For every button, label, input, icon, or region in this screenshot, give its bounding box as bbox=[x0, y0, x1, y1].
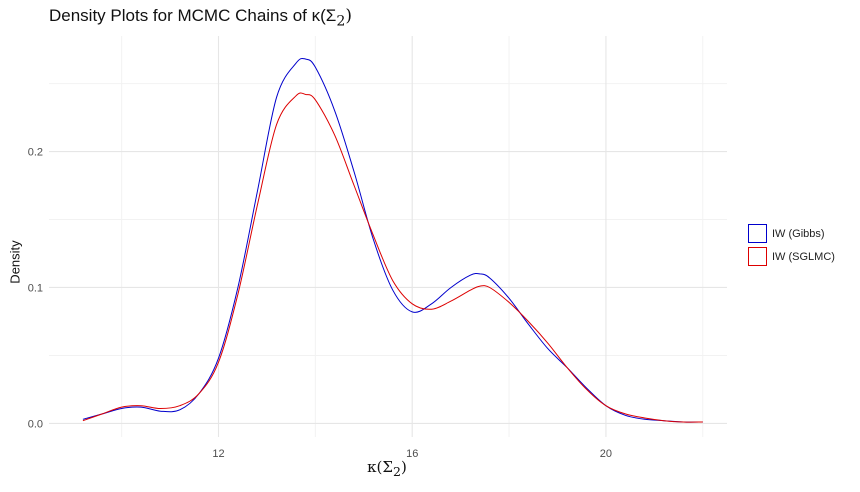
y-tick-label: 0.0 bbox=[28, 418, 43, 430]
x-axis-label-text: κ(Σ bbox=[367, 458, 394, 476]
grid bbox=[49, 36, 727, 437]
x-tick-label: 16 bbox=[406, 448, 418, 460]
series-line-sglmc bbox=[82, 92, 703, 423]
chart-title: Density Plots for MCMC Chains of κ(Σ2) bbox=[49, 6, 352, 29]
y-tick-label: 0.2 bbox=[28, 147, 43, 159]
series-lines bbox=[82, 57, 703, 423]
chart-title-text: Density Plots for MCMC Chains of κ(Σ bbox=[49, 6, 337, 25]
chart-title-end: ) bbox=[345, 6, 352, 26]
x-axis-label-end: ) bbox=[400, 458, 407, 476]
x-axis-label-subscript: 2 bbox=[393, 464, 401, 479]
tick-labels: 12 16 20 0.0 0.1 0.2 bbox=[28, 147, 612, 460]
x-tick-label: 12 bbox=[212, 448, 224, 460]
y-tick-label: 0.1 bbox=[28, 282, 43, 294]
series-line-gibbs bbox=[82, 57, 703, 423]
legend-item-gibbs: IW (Gibbs) bbox=[748, 222, 835, 245]
legend: IW (Gibbs) IW (SGLMC) bbox=[748, 222, 835, 268]
y-axis-label: Density bbox=[7, 240, 23, 284]
legend-key-sglmc bbox=[748, 247, 767, 266]
legend-key-gibbs bbox=[748, 224, 767, 243]
chart-title-subscript: 2 bbox=[336, 13, 346, 30]
legend-label-gibbs: IW (Gibbs) bbox=[772, 227, 825, 240]
legend-item-sglmc: IW (SGLMC) bbox=[748, 245, 835, 268]
x-axis-label: κ(Σ2) bbox=[367, 458, 407, 479]
x-tick-label: 20 bbox=[600, 448, 612, 460]
legend-label-sglmc: IW (SGLMC) bbox=[772, 250, 835, 263]
